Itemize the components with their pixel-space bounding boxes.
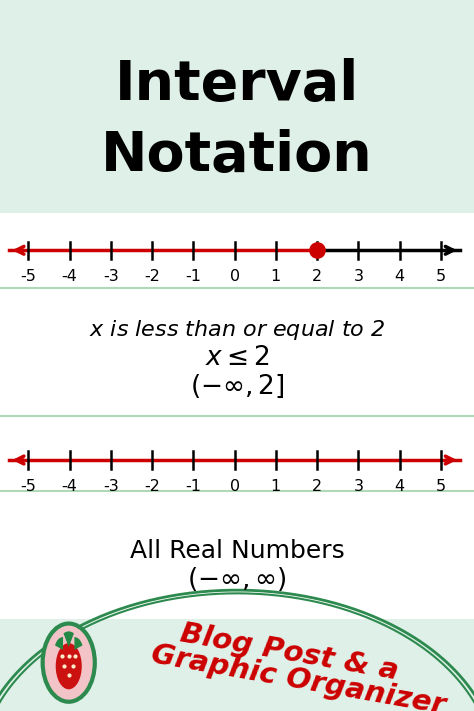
Text: 3: 3 — [353, 479, 364, 494]
Text: 1: 1 — [271, 479, 281, 494]
Text: -5: -5 — [20, 479, 36, 494]
Text: $x \leq 2$: $x \leq 2$ — [205, 345, 269, 370]
Text: 3: 3 — [353, 269, 364, 284]
FancyBboxPatch shape — [0, 491, 474, 619]
Text: -2: -2 — [144, 269, 160, 284]
Wedge shape — [55, 637, 63, 650]
Text: 5: 5 — [436, 269, 446, 284]
Text: -4: -4 — [62, 269, 78, 284]
FancyBboxPatch shape — [0, 288, 474, 416]
Text: Notation: Notation — [101, 129, 373, 183]
Text: $(-\infty, \infty)$: $(-\infty, \infty)$ — [187, 565, 287, 594]
Text: -1: -1 — [185, 269, 201, 284]
Text: 1: 1 — [271, 269, 281, 284]
Text: 0: 0 — [229, 479, 240, 494]
Text: 4: 4 — [394, 269, 405, 284]
Text: Interval: Interval — [115, 58, 359, 112]
Text: 4: 4 — [394, 479, 405, 494]
Circle shape — [43, 624, 95, 702]
Wedge shape — [74, 637, 82, 650]
Text: -4: -4 — [62, 479, 78, 494]
Text: 2: 2 — [312, 479, 322, 494]
Text: Graphic Organizer: Graphic Organizer — [149, 641, 448, 711]
Ellipse shape — [55, 643, 82, 690]
Text: -3: -3 — [103, 479, 119, 494]
Text: $x$ is less than or equal to 2: $x$ is less than or equal to 2 — [89, 318, 385, 342]
Text: -2: -2 — [144, 479, 160, 494]
Text: Blog Post & a: Blog Post & a — [178, 620, 401, 685]
Text: -1: -1 — [185, 479, 201, 494]
Wedge shape — [64, 631, 74, 647]
Text: 2: 2 — [312, 269, 322, 284]
Text: 5: 5 — [436, 479, 446, 494]
Text: $(-\infty, 2]$: $(-\infty, 2]$ — [190, 373, 284, 400]
Text: -3: -3 — [103, 269, 119, 284]
Text: 0: 0 — [229, 269, 240, 284]
FancyBboxPatch shape — [0, 213, 474, 288]
Text: -5: -5 — [20, 269, 36, 284]
Text: All Real Numbers: All Real Numbers — [129, 539, 345, 563]
FancyBboxPatch shape — [0, 416, 474, 491]
